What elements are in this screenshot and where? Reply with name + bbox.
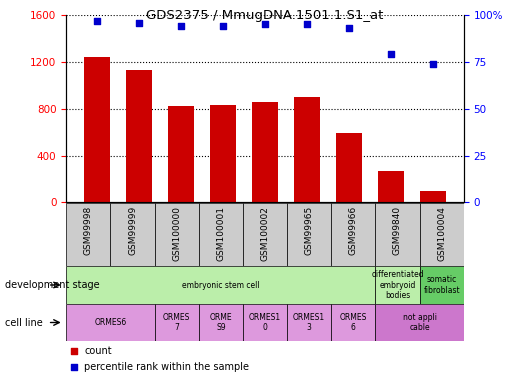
Text: count: count xyxy=(84,346,112,356)
Bar xyxy=(294,97,320,202)
Bar xyxy=(331,304,375,341)
Point xyxy=(303,21,311,27)
Text: GSM99998: GSM99998 xyxy=(84,206,93,255)
Bar xyxy=(210,105,236,202)
Bar xyxy=(155,202,199,266)
Text: ORMES
7: ORMES 7 xyxy=(163,313,190,332)
Text: GSM100000: GSM100000 xyxy=(172,206,181,261)
Bar xyxy=(375,266,420,304)
Text: GSM99966: GSM99966 xyxy=(349,206,358,255)
Text: GSM100004: GSM100004 xyxy=(437,206,446,261)
Point xyxy=(135,20,143,26)
Text: GSM99840: GSM99840 xyxy=(393,206,402,255)
Bar xyxy=(243,202,287,266)
Point xyxy=(261,21,269,27)
Bar xyxy=(287,304,331,341)
Text: GSM100001: GSM100001 xyxy=(216,206,225,261)
Bar xyxy=(66,304,155,341)
Text: percentile rank within the sample: percentile rank within the sample xyxy=(84,362,249,372)
Point xyxy=(429,61,437,67)
Bar xyxy=(155,304,199,341)
Text: cell line: cell line xyxy=(5,318,43,327)
Bar xyxy=(84,57,110,202)
Text: development stage: development stage xyxy=(5,280,100,290)
Text: GDS2375 / MmugDNA.1501.1.S1_at: GDS2375 / MmugDNA.1501.1.S1_at xyxy=(146,9,384,22)
Point xyxy=(219,23,227,29)
Point xyxy=(333,278,341,284)
Text: ORMES
6: ORMES 6 xyxy=(340,313,367,332)
Bar xyxy=(126,70,152,202)
Bar xyxy=(337,134,361,202)
Point xyxy=(345,25,354,31)
Text: GSM99965: GSM99965 xyxy=(305,206,314,255)
Text: embryonic stem cell: embryonic stem cell xyxy=(182,280,260,290)
Bar xyxy=(243,304,287,341)
Text: somatic
fibroblast: somatic fibroblast xyxy=(423,275,460,295)
Point xyxy=(333,134,341,140)
Text: GSM99999: GSM99999 xyxy=(128,206,137,255)
Bar xyxy=(375,304,464,341)
Text: ORMES1
0: ORMES1 0 xyxy=(249,313,281,332)
Text: not appli
cable: not appli cable xyxy=(403,313,437,332)
Point xyxy=(93,18,101,24)
Bar xyxy=(420,191,446,202)
Bar xyxy=(378,171,404,202)
Point xyxy=(176,23,185,29)
Bar xyxy=(331,202,375,266)
Bar xyxy=(199,202,243,266)
Text: ORMES6: ORMES6 xyxy=(94,318,127,327)
Bar xyxy=(110,202,155,266)
Bar xyxy=(420,202,464,266)
Bar xyxy=(199,304,243,341)
Bar xyxy=(66,202,110,266)
Bar xyxy=(287,202,331,266)
Bar xyxy=(169,106,193,202)
Bar xyxy=(420,266,464,304)
Bar xyxy=(252,102,278,202)
Point xyxy=(387,51,395,57)
Text: ORME
S9: ORME S9 xyxy=(209,313,232,332)
Text: ORMES1
3: ORMES1 3 xyxy=(293,313,325,332)
Bar xyxy=(375,202,420,266)
Text: differentiated
embryoid
bodies: differentiated embryoid bodies xyxy=(371,270,424,300)
Text: GSM100002: GSM100002 xyxy=(261,206,269,261)
Bar xyxy=(66,266,375,304)
